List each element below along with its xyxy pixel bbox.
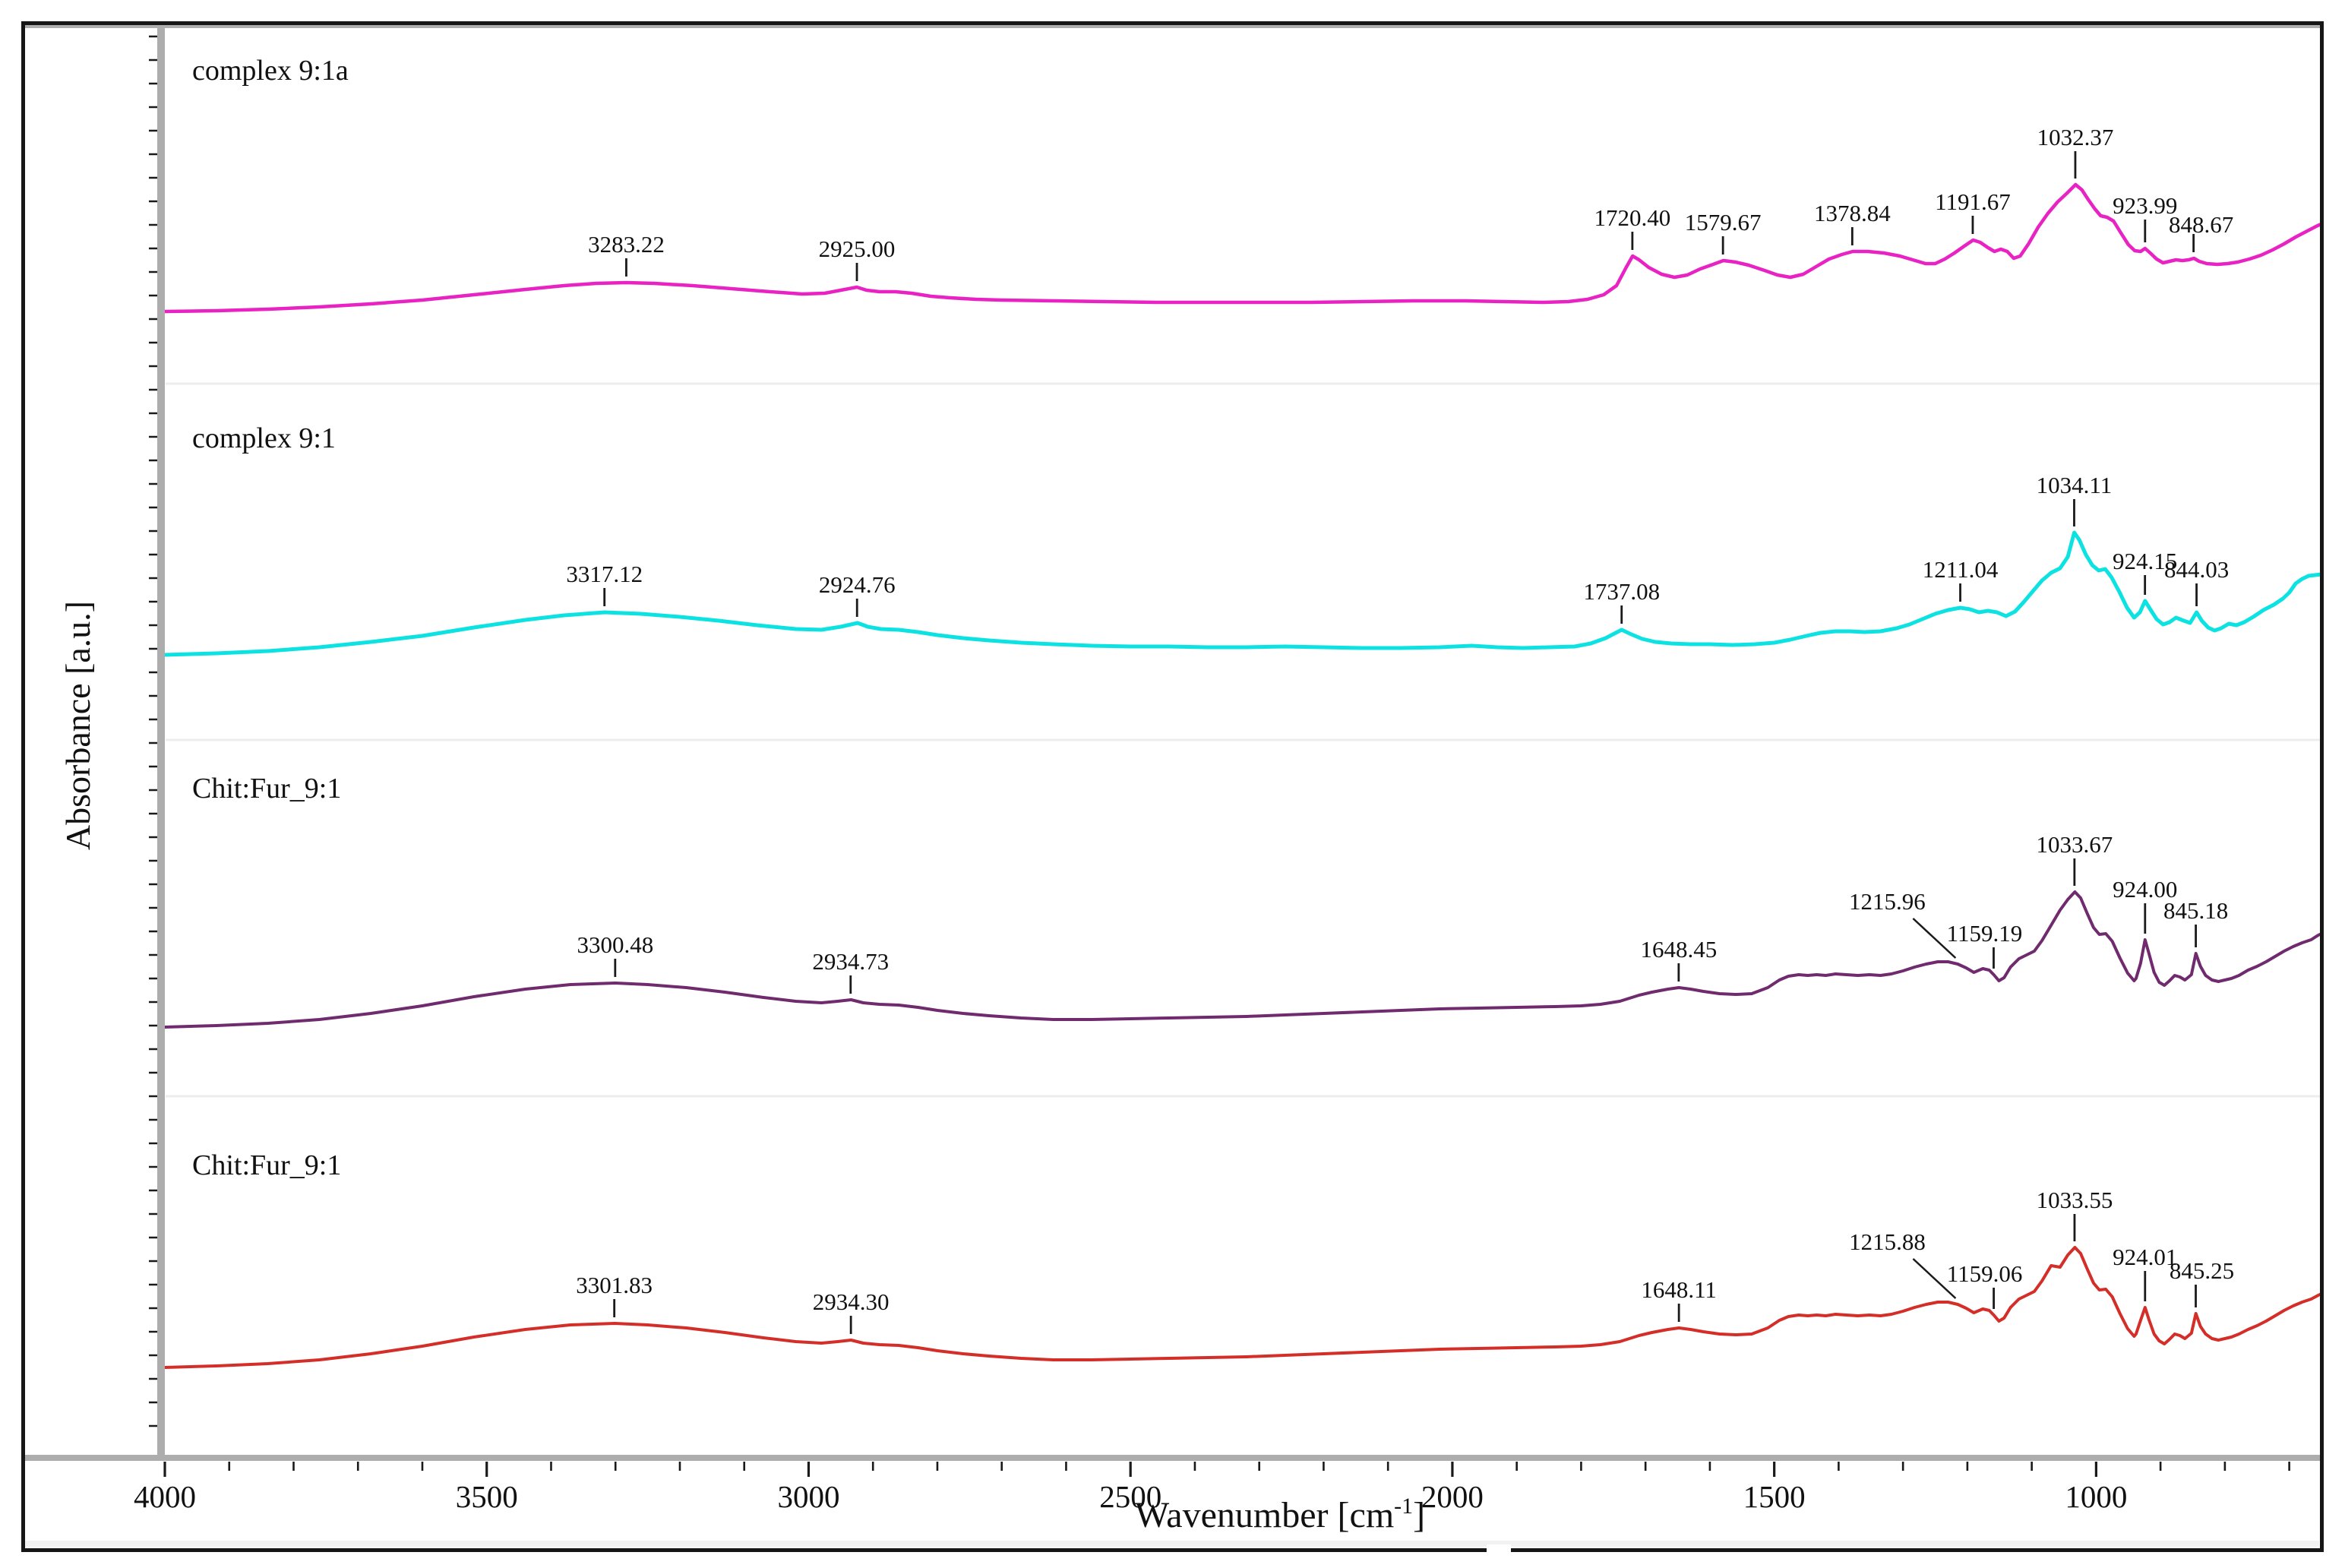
spectrum-curve-2	[163, 890, 2323, 1029]
peak-label: 845.25	[2170, 1257, 2234, 1284]
plot-frame-top	[24, 24, 2321, 28]
x-axis-line	[24, 1455, 2321, 1461]
peak-leader-line	[1912, 1258, 1957, 1299]
peak-label: 1378.84	[1814, 200, 1891, 226]
spectrum-name-label-2: Chit:Fur_9:1	[192, 773, 341, 805]
x-axis-tick-label: 3000	[777, 1479, 839, 1514]
spectrum-curve-3	[163, 1246, 2323, 1369]
x-axis-tick-label: 1000	[2065, 1479, 2127, 1514]
spectrum-curve-0	[163, 182, 2324, 314]
x-axis-title: Wavenumber [cm-1]	[1135, 1494, 1425, 1535]
peak-label: 1215.88	[1849, 1228, 1926, 1255]
figure-border	[21, 21, 2324, 1552]
peak-label: 3300.48	[577, 931, 653, 958]
spectrum-name-label-0: complex 9:1a	[192, 55, 349, 87]
x-axis-tick-label: 3500	[456, 1479, 518, 1514]
peak-label: 1579.67	[1685, 209, 1762, 236]
peak-label: 1032.37	[2037, 124, 2114, 150]
y-axis-title: Absorbance [a.u.]	[58, 601, 97, 850]
peak-label: 924.01	[2113, 1244, 2177, 1270]
peak-label: 1159.19	[1947, 920, 2023, 947]
x-axis-tick-label: 1500	[1743, 1479, 1806, 1514]
peak-label: 3301.83	[576, 1272, 653, 1298]
peak-label: 1159.06	[1947, 1260, 2023, 1287]
peak-label: 1648.11	[1641, 1276, 1717, 1303]
x-axis-tick-label: 4000	[134, 1479, 196, 1514]
x-axis-tick-label: 2000	[1421, 1479, 1484, 1514]
spectrum-curve-1	[163, 530, 2324, 657]
peak-label: 923.99	[2113, 192, 2177, 219]
x-axis-tick-label: 2500	[1099, 1479, 1161, 1514]
peak-label: 3283.22	[588, 231, 665, 258]
peak-label: 924.15	[2113, 548, 2177, 574]
peak-label: 2925.00	[819, 236, 896, 262]
border-notch	[1487, 1544, 1511, 1554]
peak-label: 1033.67	[2036, 831, 2113, 858]
footer-band	[25, 1541, 2319, 1547]
y-axis-line	[157, 24, 165, 1461]
peak-label: 3317.12	[566, 561, 643, 587]
peak-label: 844.03	[2164, 556, 2229, 583]
peak-label: 848.67	[2169, 211, 2233, 238]
peak-label: 924.00	[2113, 876, 2177, 903]
peak-label: 1211.04	[1923, 556, 1999, 583]
peak-label: 2934.73	[812, 948, 889, 975]
peak-leader-line	[1912, 918, 1957, 959]
spectrum-name-label-3: Chit:Fur_9:1	[192, 1149, 341, 1181]
peak-label: 1034.11	[2037, 472, 2113, 498]
peak-label: 1033.55	[2037, 1187, 2113, 1213]
peak-label: 1191.67	[1935, 188, 2011, 215]
peak-label: 1648.45	[1640, 936, 1717, 963]
peak-label: 2924.76	[819, 571, 896, 598]
peak-label: 2934.30	[813, 1288, 890, 1315]
spectrum-name-label-1: complex 9:1	[192, 422, 336, 454]
peak-label: 845.18	[2163, 897, 2228, 924]
peak-label: 1215.96	[1849, 888, 1926, 915]
peak-label: 1737.08	[1583, 578, 1660, 605]
peak-label: 1720.40	[1594, 204, 1671, 231]
